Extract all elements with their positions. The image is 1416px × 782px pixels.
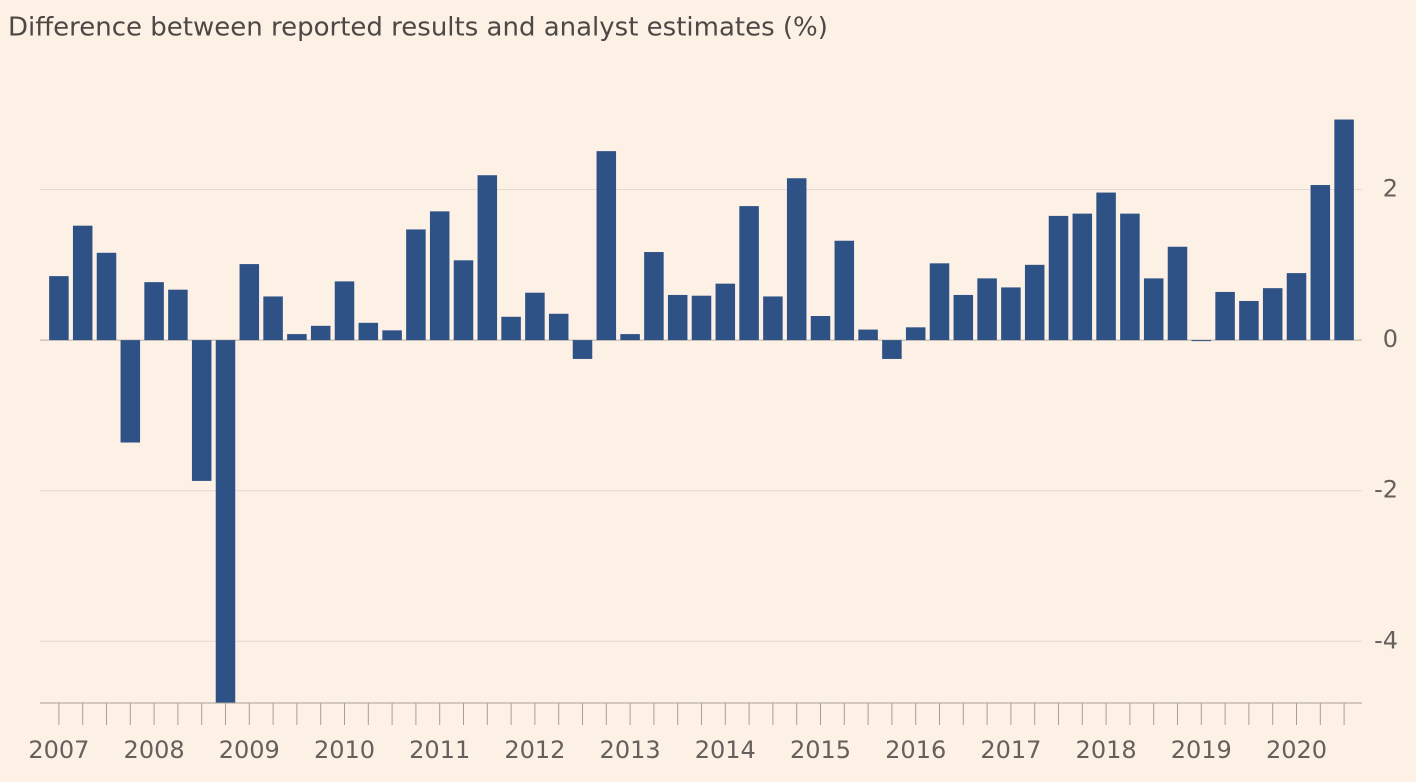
bar — [215, 340, 236, 703]
x-tick-label: 2019 — [1171, 736, 1232, 764]
y-tick-label: -4 — [1374, 626, 1398, 654]
bar — [1239, 300, 1259, 341]
x-tick-label: 2016 — [885, 736, 946, 764]
bar — [763, 296, 783, 341]
x-tick-label: 2015 — [790, 736, 851, 764]
bar — [548, 313, 569, 341]
bar — [1048, 215, 1069, 341]
bar — [358, 322, 379, 341]
bar — [1286, 273, 1307, 341]
bar — [334, 281, 355, 341]
bar — [596, 151, 617, 341]
bar — [691, 295, 712, 341]
bar — [977, 278, 997, 341]
bar — [1143, 278, 1164, 341]
x-tick-label: 2008 — [124, 736, 185, 764]
x-tick-label: 2009 — [219, 736, 280, 764]
bar — [715, 283, 736, 341]
bar — [882, 340, 902, 359]
bar — [382, 330, 402, 341]
bar — [1215, 291, 1235, 341]
x-tick-label: 2020 — [1266, 736, 1327, 764]
x-tick-label: 2014 — [695, 736, 756, 764]
bar — [168, 289, 188, 341]
bar — [810, 316, 831, 341]
bar — [406, 229, 426, 341]
bar — [953, 294, 974, 341]
bar — [620, 334, 640, 341]
bar — [501, 316, 521, 341]
bar — [1262, 288, 1283, 341]
bar — [1191, 340, 1212, 342]
bar — [572, 340, 593, 359]
bar — [739, 206, 759, 341]
y-tick-label: -2 — [1374, 476, 1398, 504]
x-tick-label: 2013 — [600, 736, 661, 764]
bar — [905, 327, 926, 341]
bar — [1024, 264, 1045, 341]
bar — [929, 263, 950, 341]
bar — [287, 334, 307, 341]
bar — [310, 325, 331, 341]
x-tick-label: 2017 — [980, 736, 1041, 764]
chart-title: Difference between reported results and … — [8, 13, 828, 43]
bar — [144, 282, 164, 341]
x-tick-label: 2007 — [28, 736, 89, 764]
bar — [786, 178, 807, 341]
bar — [72, 225, 93, 341]
y-tick-label: 0 — [1383, 325, 1398, 353]
bar — [667, 294, 688, 341]
bar — [429, 211, 450, 341]
bar — [120, 340, 141, 443]
bar — [1001, 287, 1021, 341]
bar — [525, 292, 545, 341]
bar — [1120, 213, 1140, 341]
bar — [239, 264, 260, 341]
bar — [644, 252, 664, 341]
bar — [858, 329, 878, 341]
x-tick-label: 2010 — [314, 736, 375, 764]
bar — [1167, 246, 1188, 341]
bar — [1310, 185, 1331, 341]
bar — [834, 240, 855, 341]
x-tick-label: 2018 — [1076, 736, 1137, 764]
bar — [191, 340, 212, 481]
bar — [477, 175, 498, 341]
bar — [263, 296, 283, 341]
bar — [1096, 192, 1116, 341]
x-tick-label: 2011 — [409, 736, 470, 764]
bar — [1072, 213, 1093, 341]
y-tick-label: 2 — [1383, 175, 1398, 203]
bar — [1334, 119, 1354, 341]
bar — [453, 260, 474, 341]
bar — [49, 276, 69, 341]
bar — [96, 252, 117, 341]
x-tick-label: 2012 — [504, 736, 565, 764]
